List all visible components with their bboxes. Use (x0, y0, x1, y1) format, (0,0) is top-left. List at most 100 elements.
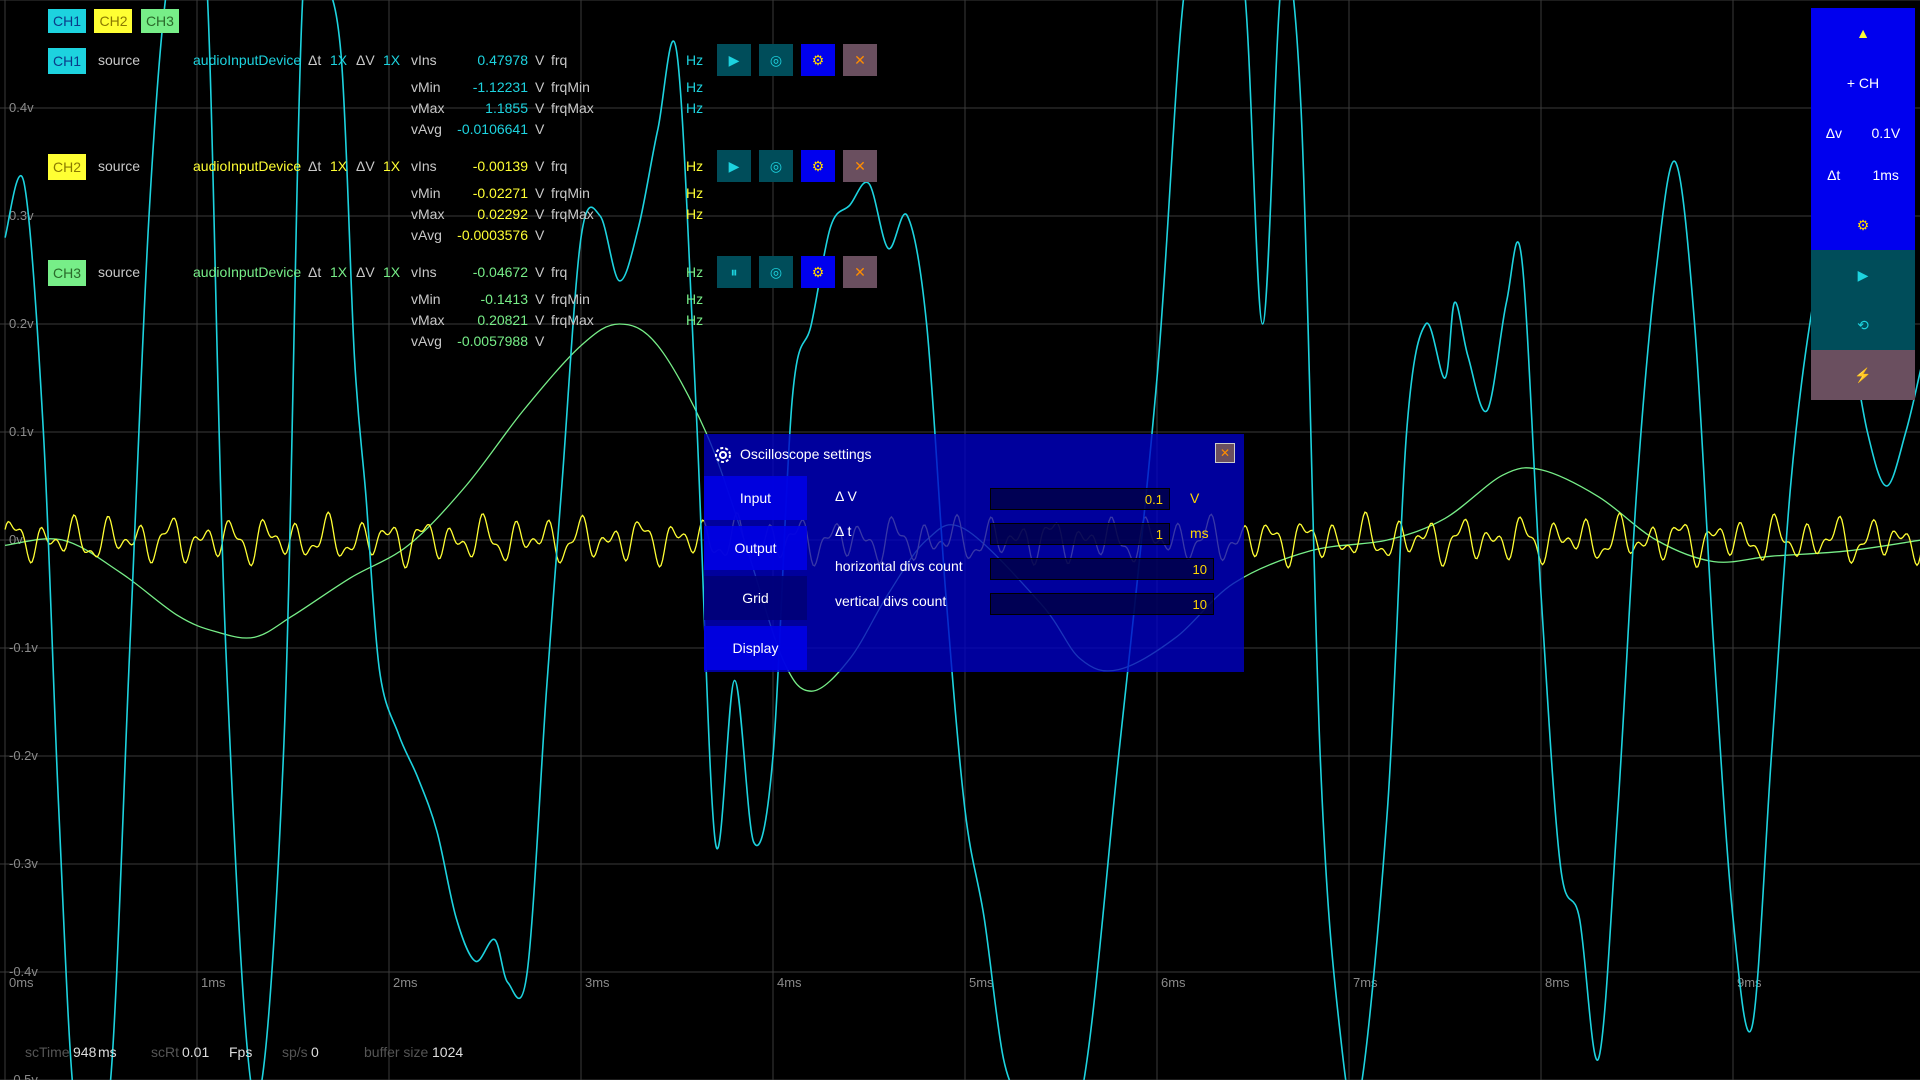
y-tick-label: 0.4v (9, 100, 34, 115)
vmax-value: 1.1855 (485, 100, 528, 116)
x-axis-labels: 0ms 1ms 2ms 3ms 4ms 5ms 6ms 7ms 8ms 9ms (9, 975, 1762, 990)
y-tick-label: -0.4v (9, 964, 38, 979)
frq-unit: Hz (686, 52, 704, 68)
frqmin-label: frqMin (551, 79, 590, 95)
target-icon[interactable]: ◎ (759, 256, 793, 288)
sps-value: 0 (311, 1044, 319, 1060)
hdivs-field-input[interactable]: 10 (990, 558, 1214, 580)
vavg-unit: V (535, 333, 545, 349)
dv-label: ΔV (356, 52, 375, 68)
dv-field-input[interactable]: 0.1 (990, 488, 1170, 510)
vmin-value: -1.12231 (472, 79, 528, 95)
tab-display[interactable]: Display (704, 626, 807, 670)
y-tick-label: -0.3v (9, 856, 38, 871)
buffer-size-value: 1024 (432, 1044, 464, 1060)
reset-icon[interactable]: ⟲ (1811, 300, 1915, 350)
x-tick-label: 3ms (585, 975, 610, 990)
vmin-label: vMin (411, 79, 441, 95)
settings-gear-icon[interactable]: ⚙ (1811, 200, 1915, 250)
vmax-label: vMax (411, 206, 445, 222)
source-label: source (98, 264, 141, 280)
tab-grid[interactable]: Grid (704, 576, 807, 620)
dv-label: Δv (1825, 125, 1843, 141)
add-channel-button[interactable]: + CH (1811, 58, 1915, 108)
dt-label: Δt (308, 158, 322, 174)
dt-multiplier: 1X (330, 158, 348, 174)
sps-label: sp/s (282, 1044, 308, 1060)
sctime-unit: ms (98, 1044, 117, 1060)
remove-channel-icon[interactable]: ✕ (843, 256, 877, 288)
run-play-icon[interactable]: ▶ (1811, 250, 1915, 300)
tab-input[interactable]: Input (704, 476, 807, 520)
vins-label: vIns (411, 264, 437, 280)
remove-channel-icon[interactable]: ✕ (843, 44, 877, 76)
scrt-value: 0.01 (182, 1044, 210, 1060)
dv-multiplier: 1X (383, 264, 401, 280)
x-tick-label: 4ms (777, 975, 802, 990)
ch1-trace (4, 0, 1920, 1080)
target-icon[interactable]: ◎ (759, 44, 793, 76)
dialog-title: Oscilloscope settings (740, 446, 872, 462)
vavg-value: -0.0106641 (457, 121, 528, 137)
vmin-unit: V (535, 185, 545, 201)
x-tick-label: 7ms (1353, 975, 1378, 990)
vmin-value: -0.1413 (480, 291, 528, 307)
vmin-unit: V (535, 79, 545, 95)
dv-label: ΔV (356, 264, 375, 280)
dt-multiplier: 1X (330, 52, 348, 68)
play-pause-icon[interactable]: ▶ (717, 44, 751, 76)
vmin-value: -0.02271 (472, 185, 528, 201)
vdivs-field-input[interactable]: 10 (990, 593, 1214, 615)
dv-field-unit: V (1190, 490, 1200, 506)
volt-scale-control[interactable]: Δv 0.1V (1811, 108, 1915, 158)
vins-unit: V (535, 158, 545, 174)
device-name[interactable]: audioInputDevice (193, 52, 302, 68)
vins-label: vIns (411, 158, 437, 174)
vavg-unit: V (535, 227, 545, 243)
play-pause-icon[interactable]: ▶ (717, 150, 751, 182)
legend-ch1[interactable]: CH1 (48, 9, 87, 33)
x-tick-label: 1ms (201, 975, 226, 990)
target-icon[interactable]: ◎ (759, 150, 793, 182)
frqmax-unit: Hz (686, 206, 704, 222)
frqmin-unit: Hz (686, 291, 704, 307)
frqmin-unit: Hz (686, 185, 704, 201)
dt-field-input[interactable]: 1 (990, 523, 1170, 545)
dt-label: Δt (308, 52, 322, 68)
channel-chip-ch3[interactable]: CH3 (48, 260, 87, 286)
vmax-unit: V (535, 100, 545, 116)
legend-ch3[interactable]: CH3 (140, 9, 179, 33)
frqmax-unit: Hz (686, 100, 704, 116)
vavg-label: vAvg (411, 333, 442, 349)
device-name[interactable]: audioInputDevice (193, 158, 302, 174)
dv-multiplier: 1X (383, 158, 401, 174)
remove-channel-icon[interactable]: ✕ (843, 150, 877, 182)
frq-label: frq (551, 264, 568, 280)
dv-label: ΔV (356, 158, 375, 174)
trigger-bolt-icon[interactable]: ⚡ (1811, 350, 1915, 400)
collapse-panel-button[interactable]: ▲ (1811, 8, 1915, 58)
sctime-value: 948 (73, 1044, 97, 1060)
vavg-value: -0.0003576 (457, 227, 528, 243)
frqmin-label: frqMin (551, 291, 590, 307)
channel-chip-ch2[interactable]: CH2 (48, 154, 87, 180)
tab-output[interactable]: Output (704, 526, 807, 570)
frqmax-label: frqMax (551, 100, 594, 116)
vmax-value: 0.02292 (477, 206, 528, 222)
channel-chip-ch1[interactable]: CH1 (48, 48, 87, 74)
legend-ch2[interactable]: CH2 (94, 9, 133, 33)
vmax-unit: V (535, 206, 545, 222)
vins-label: vIns (411, 52, 437, 68)
time-scale-control[interactable]: Δt 1ms (1811, 150, 1915, 200)
dialog-close-icon[interactable]: ✕ (1215, 443, 1235, 463)
device-name[interactable]: audioInputDevice (193, 264, 302, 280)
channel-settings-icon[interactable]: ⚙ (801, 44, 835, 76)
vavg-unit: V (535, 121, 545, 137)
dv-multiplier: 1X (383, 52, 401, 68)
y-tick-label: 0.2v (9, 316, 34, 331)
channel-settings-icon[interactable]: ⚙ (801, 150, 835, 182)
vdivs-field-label: vertical divs count (835, 593, 947, 609)
channel-settings-icon[interactable]: ⚙ (801, 256, 835, 288)
vins-value: 0.47978 (477, 52, 528, 68)
play-pause-icon[interactable]: ⏸ (717, 256, 751, 288)
